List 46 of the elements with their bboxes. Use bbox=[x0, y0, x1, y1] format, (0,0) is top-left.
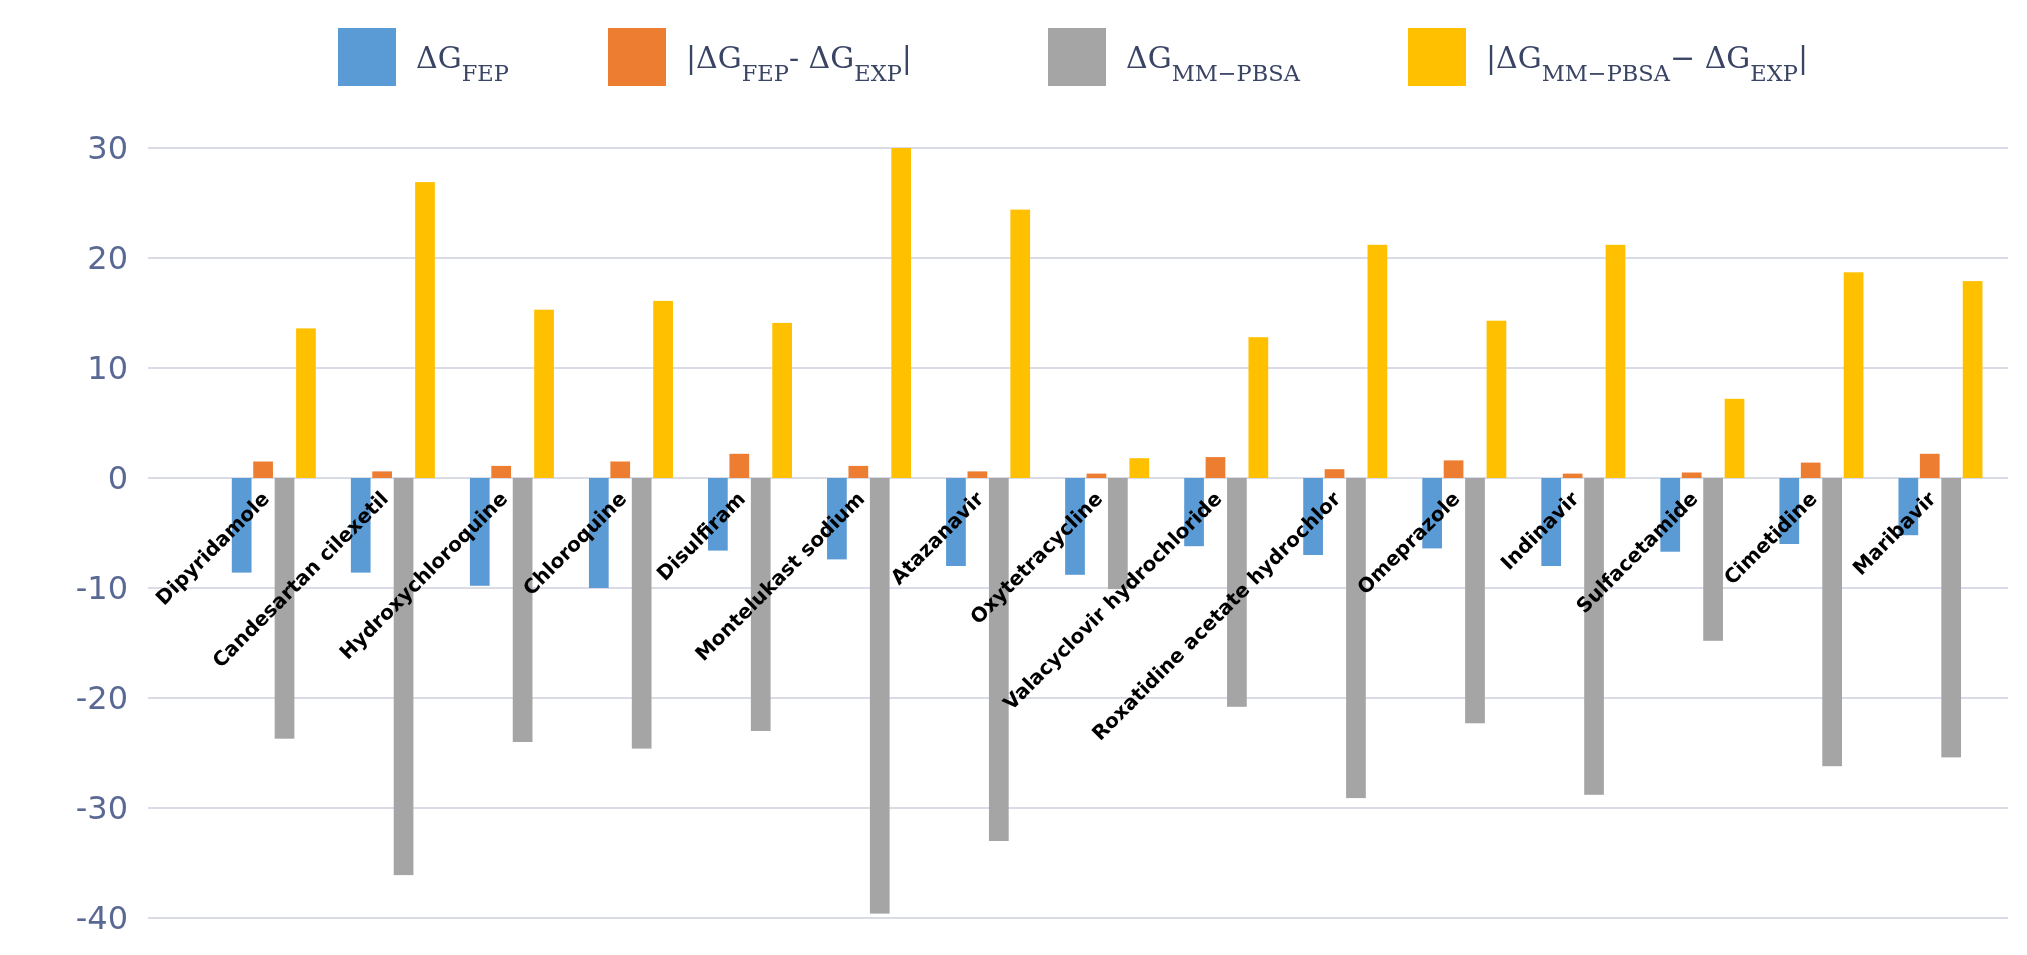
bar bbox=[1703, 478, 1723, 641]
bar bbox=[1367, 244, 1388, 478]
bar bbox=[1248, 337, 1269, 478]
bar bbox=[1962, 281, 1983, 478]
bar bbox=[1486, 320, 1507, 478]
y-tick-label: 30 bbox=[87, 129, 128, 168]
bar bbox=[491, 465, 512, 478]
bar bbox=[253, 461, 273, 478]
bar bbox=[1443, 460, 1464, 478]
legend-label: |ΔG$_{MM−PBSA}$− ΔG$_{EXP}$| bbox=[1486, 40, 1809, 86]
bar bbox=[1129, 458, 1150, 478]
bar bbox=[631, 478, 652, 749]
bar bbox=[1010, 209, 1031, 478]
bar bbox=[772, 322, 792, 478]
y-tick-label: -30 bbox=[75, 789, 128, 828]
bar bbox=[1605, 244, 1626, 478]
y-tick-label: 20 bbox=[87, 239, 128, 278]
bar bbox=[869, 478, 890, 914]
legend-label: ΔG$_{MM−PBSA}$ bbox=[1126, 40, 1301, 86]
bar bbox=[610, 461, 631, 478]
bar bbox=[1822, 478, 1842, 767]
bar bbox=[1205, 457, 1226, 478]
bar bbox=[534, 309, 554, 478]
bar bbox=[653, 300, 673, 478]
y-tick-label: -20 bbox=[75, 679, 128, 718]
y-tick-label: -40 bbox=[75, 899, 128, 938]
bar bbox=[729, 453, 750, 478]
bar bbox=[1465, 478, 1485, 724]
y-tick-label: 10 bbox=[87, 349, 128, 388]
legend-label: ΔG$_{FEP}$ bbox=[416, 40, 509, 86]
legend-label: |ΔG$_{FEP}$- ΔG$_{EXP}$| bbox=[686, 40, 912, 86]
bar bbox=[848, 465, 869, 478]
bar bbox=[1919, 453, 1940, 478]
y-tick-label: 0 bbox=[107, 459, 128, 498]
bar bbox=[1324, 469, 1345, 478]
bar bbox=[1800, 462, 1821, 478]
bar bbox=[372, 471, 392, 478]
bar bbox=[1681, 472, 1702, 478]
y-tick-label: -10 bbox=[75, 569, 128, 608]
bar bbox=[1843, 272, 1864, 478]
bar bbox=[1941, 478, 1962, 758]
bar bbox=[1724, 398, 1745, 478]
bar bbox=[891, 148, 912, 478]
bar bbox=[415, 182, 435, 478]
bar bbox=[967, 471, 988, 478]
bar bbox=[296, 328, 316, 478]
